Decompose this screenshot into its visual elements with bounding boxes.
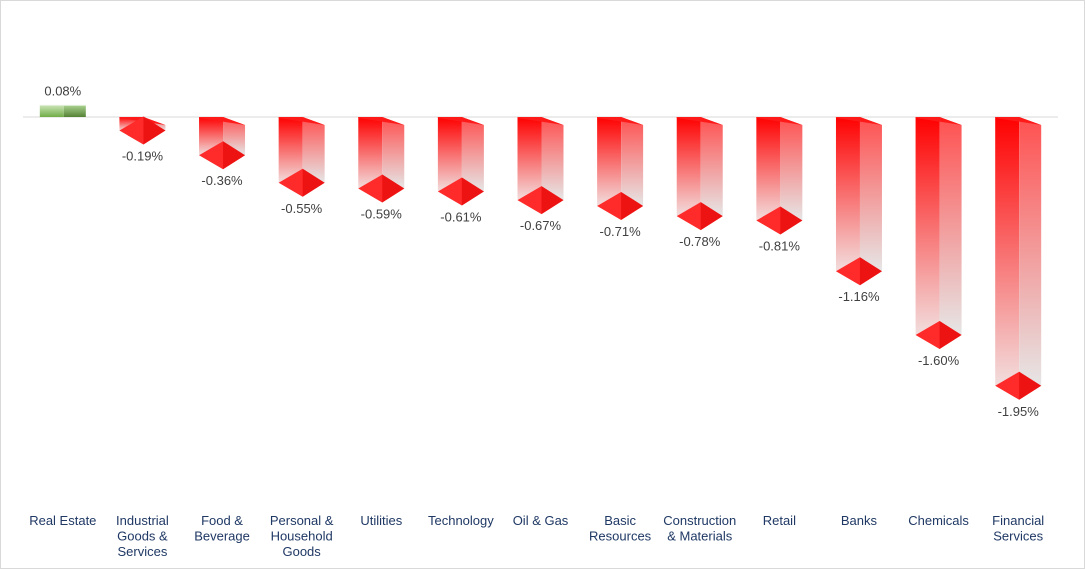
bar-side-face <box>1019 117 1042 386</box>
value-label-10: -0.81% <box>759 238 801 253</box>
bar-top-face <box>199 117 246 125</box>
bar-7 <box>517 117 564 215</box>
bar-3 <box>199 117 246 170</box>
bar-front-face <box>39 105 64 117</box>
category-label-6: Technology <box>428 513 494 528</box>
bar-front-face <box>835 117 860 272</box>
bar-end-cap-shade <box>780 206 803 235</box>
bar-end-cap-shade <box>621 191 644 220</box>
bar-10 <box>756 117 803 235</box>
value-label-1: 0.08% <box>44 83 81 98</box>
bar-end-cap-shade <box>302 168 325 197</box>
bar-front-face <box>756 117 781 221</box>
bar-11 <box>835 117 882 286</box>
category-label-4: Personal & Household Goods <box>270 513 334 559</box>
bar-side-face <box>382 117 405 189</box>
value-label-3: -0.36% <box>201 173 243 188</box>
value-label-6: -0.61% <box>440 209 482 224</box>
category-label-9: Construction & Materials <box>663 513 736 544</box>
bar-side-face <box>859 117 882 272</box>
bar-end-cap-shade <box>223 141 246 170</box>
category-label-8: Basic Resources <box>589 513 652 544</box>
bar-front-face <box>995 117 1020 386</box>
category-label-13: Financial Services <box>992 513 1044 544</box>
value-label-2: -0.19% <box>122 149 164 164</box>
bar-2 <box>119 116 166 145</box>
bar-side-face <box>302 117 325 183</box>
bar-5 <box>358 117 405 203</box>
bar-front-face <box>358 117 383 189</box>
bar-side-face <box>780 117 803 221</box>
bar-top-face <box>756 117 803 125</box>
bar-top-face <box>995 117 1042 125</box>
value-label-8: -0.71% <box>600 224 642 239</box>
bar-front-face <box>676 117 701 217</box>
bar-4 <box>278 117 325 197</box>
bar-side-face <box>461 117 484 192</box>
bar-6 <box>437 117 484 206</box>
category-label-10: Retail <box>763 513 796 528</box>
bar-top-face <box>437 117 484 125</box>
value-label-9: -0.78% <box>679 234 721 249</box>
category-label-7: Oil & Gas <box>513 513 569 528</box>
bar-side-face <box>621 117 644 206</box>
bar-top-face <box>358 117 405 125</box>
bar-9 <box>676 117 723 231</box>
bar-side-face <box>63 105 86 117</box>
category-label-5: Utilities <box>360 513 402 528</box>
bar-top-face <box>517 117 564 125</box>
bar-12 <box>915 117 962 349</box>
bar-end-cap-shade <box>1019 371 1042 400</box>
bar-end-cap-shade <box>700 202 723 231</box>
bar-top-face <box>278 117 325 125</box>
bar-front-face <box>597 117 622 206</box>
value-label-4: -0.55% <box>281 201 323 216</box>
bar-top-face <box>835 117 882 125</box>
value-label-7: -0.67% <box>520 218 562 233</box>
bar-8 <box>597 117 644 220</box>
bar-top-face <box>915 117 962 125</box>
category-label-12: Chemicals <box>908 513 969 528</box>
bar-1 <box>39 104 86 117</box>
bar-13 <box>995 117 1042 400</box>
bar-end-cap-shade <box>541 186 564 215</box>
category-label-2: Industrial Goods & Services <box>116 513 169 559</box>
category-label-1: Real Estate <box>29 513 96 528</box>
category-label-3: Food & Beverage <box>194 513 250 544</box>
bar-top-face <box>597 117 644 125</box>
bar-top-face <box>676 117 723 125</box>
bar-side-face <box>700 117 723 217</box>
value-label-12: -1.60% <box>918 353 960 368</box>
bar-side-face <box>939 117 962 335</box>
value-label-13: -1.95% <box>998 404 1040 419</box>
bar-side-face <box>541 117 564 201</box>
bar-end-cap-shade <box>461 177 484 206</box>
value-label-11: -1.16% <box>838 289 880 304</box>
bar-end-cap-shade <box>382 174 405 203</box>
bar-end-cap-shade <box>143 116 166 145</box>
bar-front-face <box>437 117 462 192</box>
bar-end-cap-shade <box>859 257 882 286</box>
bar-front-face <box>915 117 940 335</box>
category-label-11: Banks <box>841 513 878 528</box>
value-label-5: -0.59% <box>361 207 403 222</box>
bar-front-face <box>517 117 542 201</box>
bar-end-cap-shade <box>939 321 962 349</box>
